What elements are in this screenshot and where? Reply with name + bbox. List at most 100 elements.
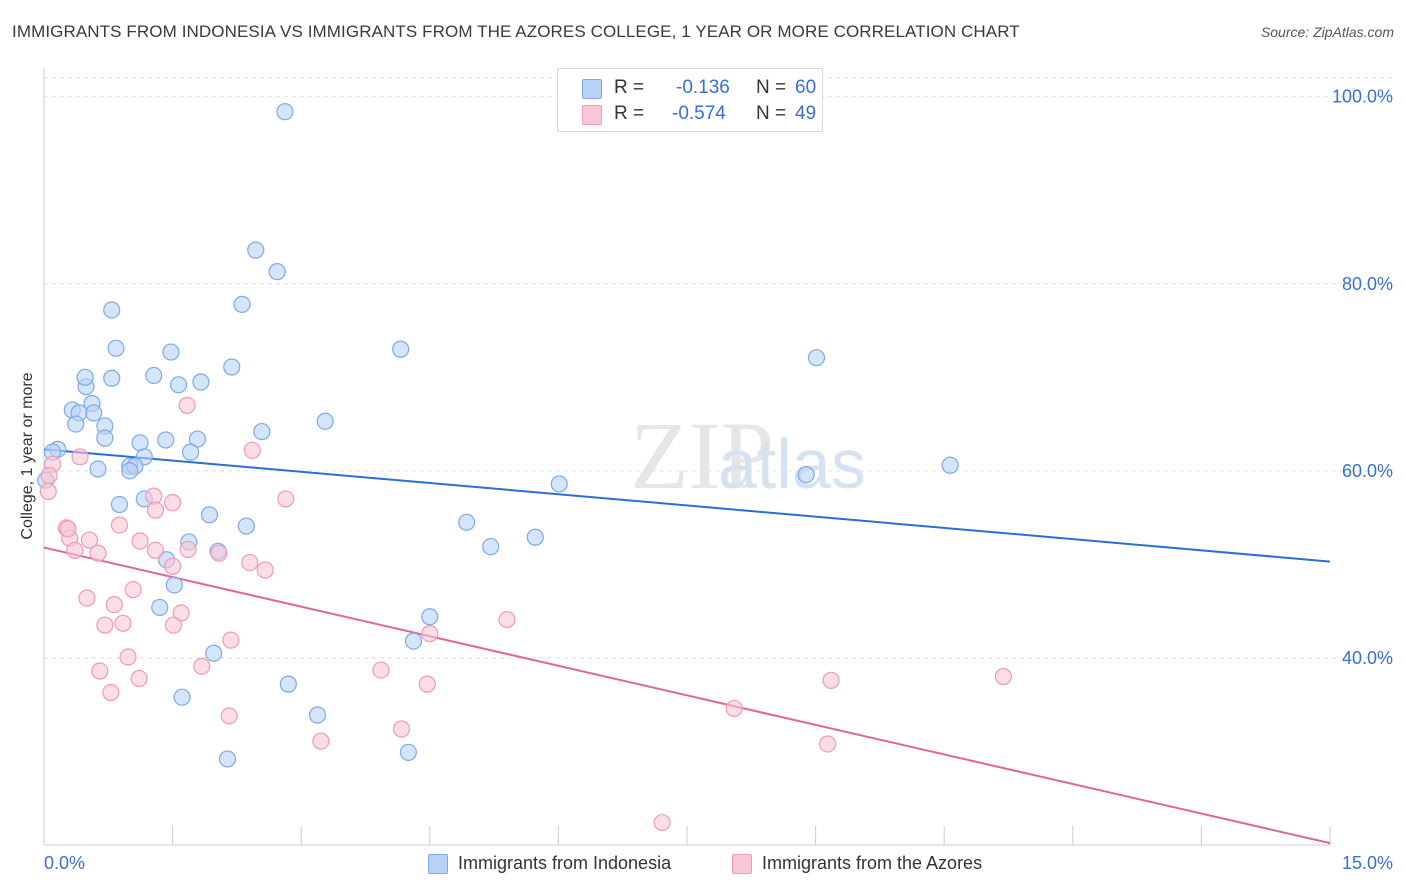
point-azores [241,553,259,572]
legend-r-value: -0.574 [672,103,726,124]
point-indonesia [526,528,544,546]
pink-swatch-icon [582,105,602,125]
point-azores [172,604,190,622]
point-indonesia [96,429,114,447]
watermark-atlas: atlas [718,425,866,503]
point-azores [91,662,109,680]
point-indonesia [404,632,423,650]
point-indonesia [421,608,439,626]
point-indonesia [89,460,107,478]
point-azores [66,541,84,559]
point-azores [59,520,77,538]
legend-r-label: R = [614,77,645,98]
point-azores [130,669,148,688]
x-tick-label: 0.0% [44,853,85,873]
point-azores [220,707,238,725]
point-indonesia [223,358,241,376]
point-indonesia [392,340,410,358]
point-indonesia [162,343,180,361]
point-indonesia [192,373,210,391]
y-tick-label: 100.0% [1332,87,1393,107]
point-azores [114,614,132,632]
point-azores [243,441,261,459]
point-indonesia [157,431,175,449]
point-azores [210,544,228,562]
point-indonesia [399,743,417,761]
point-indonesia [151,598,169,617]
point-azores [164,557,182,575]
point-indonesia [233,295,251,313]
y-tick-label: 80.0% [1342,274,1393,294]
point-indonesia [482,538,500,556]
x-tick-labels: 0.0% 15.0% [44,853,1393,873]
y-axis-label: College, 1 year or more [19,372,36,540]
point-indonesia [121,462,139,480]
legend-n-value: 49 [795,103,817,124]
x-tick-label: 15.0% [1342,853,1393,873]
point-indonesia [316,412,334,430]
point-indonesia [173,688,191,706]
point-azores [994,668,1012,686]
point-azores [124,581,142,599]
point-indonesia [182,443,200,461]
point-indonesia [107,339,125,357]
point-azores [277,490,295,508]
axes [43,68,1331,846]
point-indonesia [218,750,237,768]
watermark-zip: ZIP [630,402,774,509]
data-points [37,103,1012,832]
point-azores [822,671,840,689]
point-indonesia [103,369,121,387]
trend-lines [43,448,1331,845]
source-label: Source: ZipAtlas.com [1260,24,1394,40]
point-azores [89,544,107,562]
point-indonesia [165,576,183,594]
point-indonesia [807,349,826,367]
pink-swatch-icon [732,854,752,874]
point-azores [145,487,163,505]
y-tick-labels: 40.0% 60.0% 80.0% 100.0% [1332,87,1393,668]
point-azores [40,466,58,485]
point-indonesia [797,465,815,484]
blue-swatch-icon [582,79,602,99]
point-indonesia [103,301,121,319]
point-azores [119,648,137,666]
point-indonesia [170,376,188,394]
y-tick-label: 60.0% [1342,461,1393,481]
point-indonesia [308,706,327,724]
point-indonesia [941,456,959,474]
point-azores [96,616,114,634]
point-indonesia [145,366,163,385]
point-indonesia [237,517,255,535]
legend-n-label: N = [756,77,787,98]
point-azores [179,540,197,559]
correlation-legend: R = -0.136 N = 60 R = -0.574 N = 49 [557,68,823,132]
point-azores [71,448,89,466]
point-azores [164,494,182,512]
legend-n-label: N = [756,103,787,124]
point-azores [39,482,57,501]
blue-swatch-icon [428,854,448,874]
point-azores [146,501,165,519]
legend-r-label: R = [614,103,645,124]
point-azores [819,735,837,753]
point-azores [110,516,129,534]
point-azores [418,675,436,693]
point-azores [164,616,183,634]
trend-line-indonesia [43,448,1331,563]
point-azores [178,396,196,414]
chart-title: IMMIGRANTS FROM INDONESIA VS IMMIGRANTS … [12,22,1020,41]
bottom-legend-label: Immigrants from Indonesia [458,853,672,873]
point-indonesia [67,415,85,433]
point-azores [193,657,211,675]
grid-lines [44,77,1394,659]
y-tick-label: 40.0% [1342,648,1393,668]
point-indonesia [550,475,568,493]
point-azores [102,683,120,702]
point-azores [725,699,743,718]
point-indonesia [76,368,94,386]
point-azores [105,596,123,614]
point-indonesia [276,103,294,121]
point-indonesia [205,644,223,662]
